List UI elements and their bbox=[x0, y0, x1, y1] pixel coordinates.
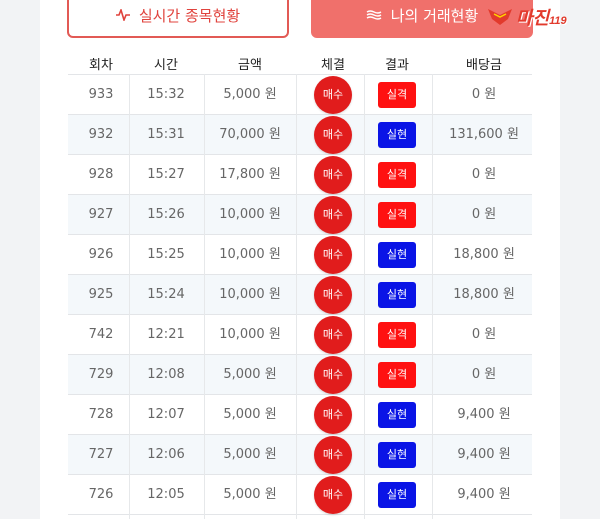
buy-badge: 매수 bbox=[314, 476, 352, 514]
time-cell: 12:08 bbox=[147, 367, 185, 382]
time-cell: 15:32 bbox=[147, 87, 185, 102]
buy-badge: 매수 bbox=[314, 316, 352, 354]
result-badge: 실현 bbox=[378, 482, 416, 508]
payout-cell: 9,400 원 bbox=[457, 407, 511, 422]
table-row: 729 12:08 5,000 원 매수 실격 0 원 bbox=[68, 355, 532, 395]
tab-my-label: 나의 거래현황 bbox=[390, 6, 479, 25]
amount-cell: 5,000 원 bbox=[223, 367, 277, 382]
buy-badge: 매수 bbox=[314, 436, 352, 474]
col-round: 회차 bbox=[89, 58, 113, 73]
site-logo: 마진119 bbox=[486, 2, 598, 32]
amount-cell: 10,000 원 bbox=[219, 247, 281, 262]
amount-cell: 10,000 원 bbox=[219, 207, 281, 222]
payout-cell: 9,400 원 bbox=[457, 487, 511, 502]
trade-table: 933 15:32 5,000 원 매수 실격 0 원 932 15:31 70,000 원 매수… bbox=[68, 74, 532, 515]
column-divider bbox=[129, 74, 130, 519]
time-cell: 12:21 bbox=[147, 327, 185, 342]
result-badge: 실격 bbox=[378, 82, 416, 108]
time-cell: 15:25 bbox=[147, 247, 185, 262]
payout-cell: 0 원 bbox=[471, 167, 497, 182]
round-cell: 925 bbox=[88, 287, 114, 302]
buy-badge: 매수 bbox=[314, 276, 352, 314]
payout-cell: 0 원 bbox=[471, 327, 497, 342]
column-divider bbox=[364, 74, 365, 519]
round-cell: 933 bbox=[88, 87, 114, 102]
result-badge: 실현 bbox=[378, 442, 416, 468]
time-cell: 12:06 bbox=[147, 447, 185, 462]
wing-logo-icon bbox=[488, 9, 512, 25]
payout-cell: 131,600 원 bbox=[449, 127, 519, 142]
col-amount: 금액 bbox=[238, 58, 262, 73]
col-time: 시간 bbox=[154, 58, 178, 73]
amount-cell: 10,000 원 bbox=[219, 287, 281, 302]
table-row: 932 15:31 70,000 원 매수 실현 131,600 원 bbox=[68, 115, 532, 155]
col-result: 결과 bbox=[385, 58, 409, 73]
result-badge: 실현 bbox=[378, 402, 416, 428]
result-badge: 실격 bbox=[378, 362, 416, 388]
buy-badge: 매수 bbox=[314, 76, 352, 114]
table-row: 927 15:26 10,000 원 매수 실격 0 원 bbox=[68, 195, 532, 235]
column-divider bbox=[432, 74, 433, 519]
amount-cell: 5,000 원 bbox=[223, 487, 277, 502]
round-cell: 927 bbox=[88, 207, 114, 222]
buy-badge: 매수 bbox=[314, 236, 352, 274]
time-cell: 15:26 bbox=[147, 207, 185, 222]
col-exec: 체결 bbox=[321, 58, 345, 73]
amount-cell: 5,000 원 bbox=[223, 87, 277, 102]
round-cell: 726 bbox=[88, 487, 114, 502]
buy-badge: 매수 bbox=[314, 396, 352, 434]
trade-panel: 실시간 종목현황 나의 거래현황 회차 시간 금액 체결 결과 배당금 933 1… bbox=[40, 0, 560, 519]
amount-cell: 70,000 원 bbox=[219, 127, 281, 142]
amount-cell: 5,000 원 bbox=[223, 407, 277, 422]
amount-cell: 17,800 원 bbox=[219, 167, 281, 182]
table-row: 728 12:07 5,000 원 매수 실현 9,400 원 bbox=[68, 395, 532, 435]
time-cell: 15:24 bbox=[147, 287, 185, 302]
tab-live-status[interactable]: 실시간 종목현황 bbox=[67, 0, 289, 38]
table-row: 925 15:24 10,000 원 매수 실현 18,800 원 bbox=[68, 275, 532, 315]
payout-cell: 0 원 bbox=[471, 87, 497, 102]
logo-text: 마진119 bbox=[516, 8, 567, 28]
round-cell: 926 bbox=[88, 247, 114, 262]
payout-cell: 18,800 원 bbox=[453, 287, 515, 302]
result-badge: 실격 bbox=[378, 162, 416, 188]
buy-badge: 매수 bbox=[314, 156, 352, 194]
table-row: 742 12:21 10,000 원 매수 실격 0 원 bbox=[68, 315, 532, 355]
result-badge: 실현 bbox=[378, 282, 416, 308]
round-cell: 728 bbox=[88, 407, 114, 422]
waves-icon bbox=[366, 9, 382, 21]
buy-badge: 매수 bbox=[314, 196, 352, 234]
amount-cell: 5,000 원 bbox=[223, 447, 277, 462]
round-cell: 727 bbox=[88, 447, 114, 462]
result-badge: 실격 bbox=[378, 322, 416, 348]
tab-live-label: 실시간 종목현황 bbox=[138, 6, 241, 25]
col-payout: 배당금 bbox=[466, 58, 502, 73]
payout-cell: 0 원 bbox=[471, 367, 497, 382]
time-cell: 15:31 bbox=[147, 127, 185, 142]
table-row: 933 15:32 5,000 원 매수 실격 0 원 bbox=[68, 75, 532, 115]
payout-cell: 18,800 원 bbox=[453, 247, 515, 262]
table-row: 928 15:27 17,800 원 매수 실격 0 원 bbox=[68, 155, 532, 195]
table-row: 726 12:05 5,000 원 매수 실현 9,400 원 bbox=[68, 475, 532, 515]
result-badge: 실현 bbox=[378, 122, 416, 148]
column-divider bbox=[204, 74, 205, 519]
result-badge: 실현 bbox=[378, 242, 416, 268]
amount-cell: 10,000 원 bbox=[219, 327, 281, 342]
buy-badge: 매수 bbox=[314, 356, 352, 394]
buy-badge: 매수 bbox=[314, 116, 352, 154]
payout-cell: 0 원 bbox=[471, 207, 497, 222]
result-badge: 실격 bbox=[378, 202, 416, 228]
time-cell: 12:05 bbox=[147, 487, 185, 502]
table-header: 회차 시간 금액 체결 결과 배당금 bbox=[40, 52, 560, 74]
round-cell: 928 bbox=[88, 167, 114, 182]
table-row: 727 12:06 5,000 원 매수 실현 9,400 원 bbox=[68, 435, 532, 475]
pulse-icon bbox=[115, 9, 130, 21]
payout-cell: 9,400 원 bbox=[457, 447, 511, 462]
time-cell: 15:27 bbox=[147, 167, 185, 182]
round-cell: 932 bbox=[88, 127, 114, 142]
round-cell: 742 bbox=[88, 327, 114, 342]
table-row: 926 15:25 10,000 원 매수 실현 18,800 원 bbox=[68, 235, 532, 275]
round-cell: 729 bbox=[88, 367, 114, 382]
column-divider bbox=[296, 74, 297, 519]
time-cell: 12:07 bbox=[147, 407, 185, 422]
